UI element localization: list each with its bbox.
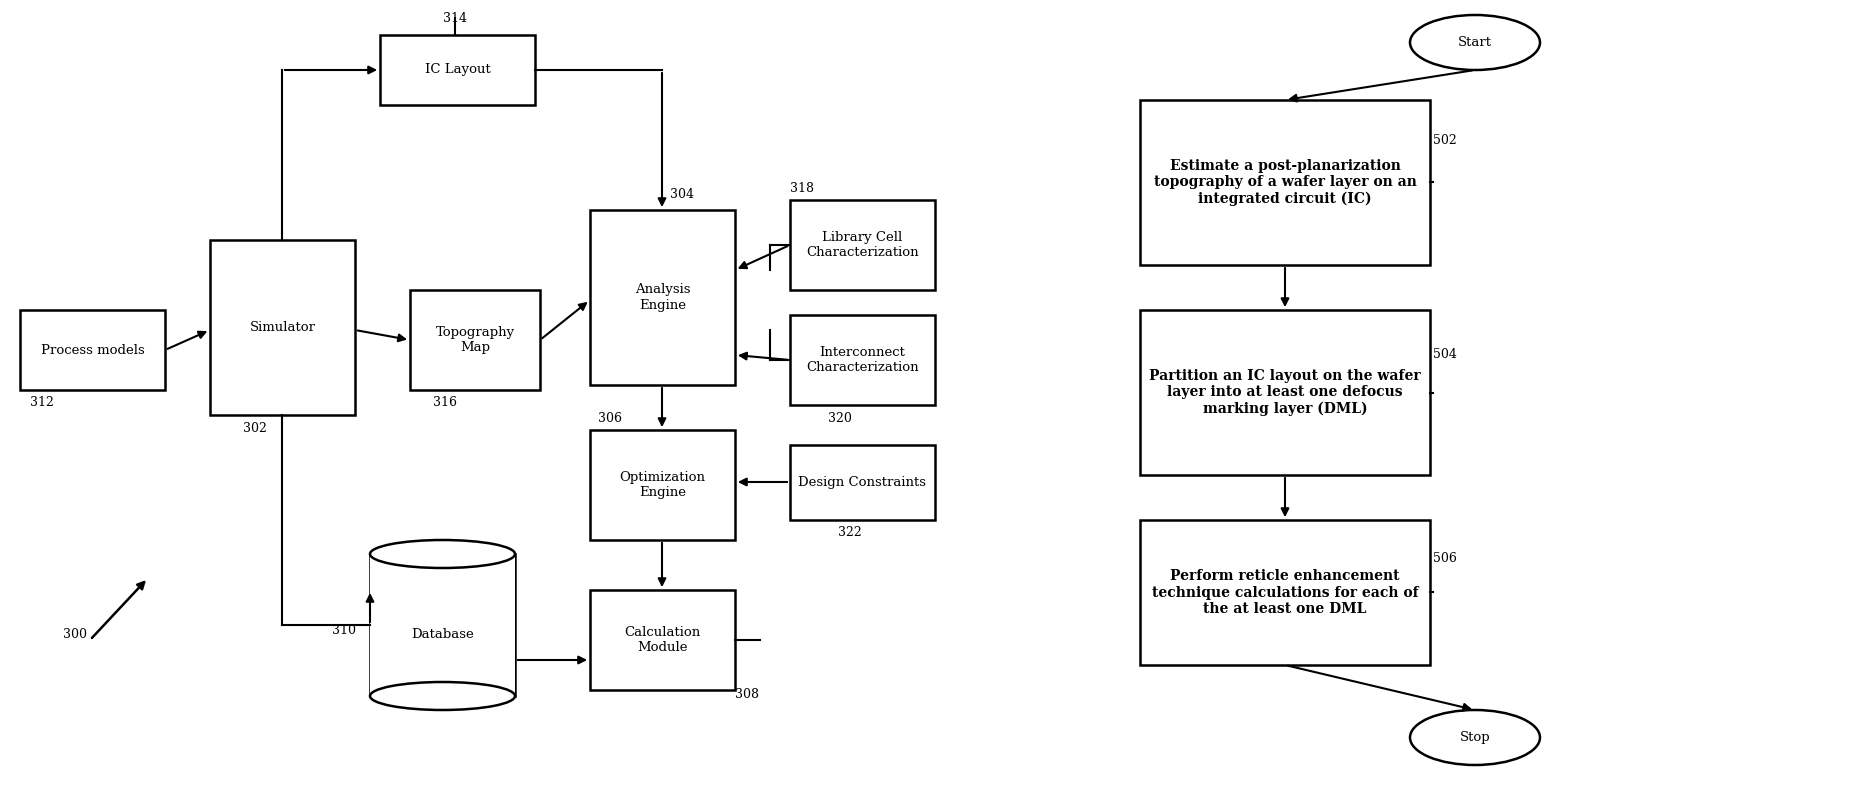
Text: Design Constraints: Design Constraints <box>799 476 926 489</box>
Bar <box>591 590 735 690</box>
Text: Estimate a post-planarization
topography of a wafer layer on an
integrated circu: Estimate a post-planarization topography… <box>1153 159 1416 206</box>
Text: 318: 318 <box>789 181 814 194</box>
Ellipse shape <box>1410 15 1539 70</box>
Text: IC Layout: IC Layout <box>424 64 491 77</box>
Bar <box>21 310 165 390</box>
Text: Library Cell
Characterization: Library Cell Characterization <box>806 231 919 259</box>
Text: 314: 314 <box>442 11 467 24</box>
Text: Start: Start <box>1459 36 1492 49</box>
Ellipse shape <box>1410 710 1539 765</box>
Text: 316: 316 <box>433 396 457 409</box>
Text: 306: 306 <box>598 412 622 425</box>
Bar <box>1140 520 1431 665</box>
Text: Calculation
Module: Calculation Module <box>624 626 701 654</box>
Text: Process models: Process models <box>41 343 144 356</box>
Text: Partition an IC layout on the wafer
layer into at least one defocus
marking laye: Partition an IC layout on the wafer laye… <box>1149 369 1421 416</box>
Bar <box>591 210 735 385</box>
Bar <box>369 554 516 696</box>
Text: 322: 322 <box>838 526 862 539</box>
Bar <box>381 35 534 105</box>
Text: Topography
Map: Topography Map <box>435 326 514 354</box>
Ellipse shape <box>369 682 516 710</box>
Text: 310: 310 <box>332 624 356 637</box>
Ellipse shape <box>369 540 516 568</box>
Text: 320: 320 <box>829 412 851 425</box>
Bar <box>1140 310 1431 475</box>
Text: Database: Database <box>411 629 474 642</box>
Text: Stop: Stop <box>1461 731 1491 744</box>
Bar <box>789 200 936 290</box>
Text: Optimization
Engine: Optimization Engine <box>619 471 705 499</box>
Text: 304: 304 <box>669 189 694 202</box>
Text: 504: 504 <box>1432 348 1457 362</box>
Bar <box>789 445 936 520</box>
Bar <box>789 315 936 405</box>
Text: 502: 502 <box>1432 134 1457 147</box>
Text: 308: 308 <box>735 688 759 701</box>
Text: 302: 302 <box>244 422 266 434</box>
Bar <box>1140 100 1431 265</box>
Text: 312: 312 <box>30 396 54 409</box>
Text: 300: 300 <box>64 629 86 642</box>
Bar <box>591 430 735 540</box>
Text: Analysis
Engine: Analysis Engine <box>636 284 690 311</box>
Text: Perform reticle enhancement
technique calculations for each of
the at least one : Perform reticle enhancement technique ca… <box>1151 569 1418 616</box>
Text: Simulator: Simulator <box>249 321 315 334</box>
Bar <box>210 240 354 415</box>
Text: Interconnect
Characterization: Interconnect Characterization <box>806 346 919 374</box>
Bar <box>411 290 540 390</box>
Text: 506: 506 <box>1432 551 1457 564</box>
